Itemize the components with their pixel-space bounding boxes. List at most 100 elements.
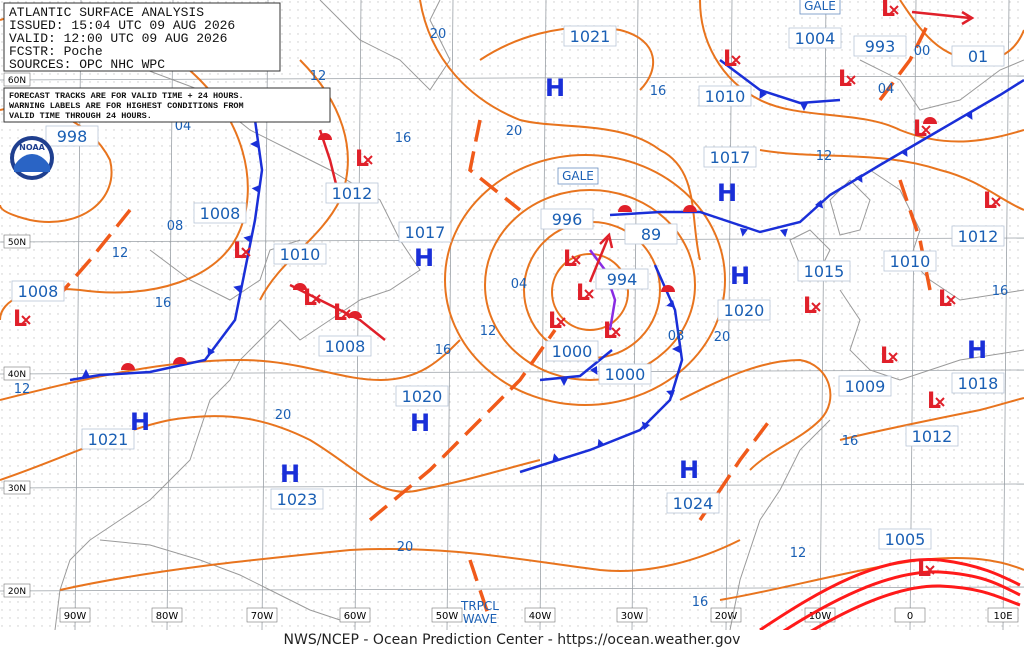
isobar-label: 20 xyxy=(714,330,731,345)
lon-label: 20W xyxy=(715,611,738,622)
cold-front-pip xyxy=(740,228,748,237)
header-line: ATLANTIC SURFACE ANALYSIS xyxy=(9,5,204,20)
low-center: L xyxy=(927,389,941,414)
lon-label-box xyxy=(894,607,926,623)
meridian xyxy=(1002,0,1010,631)
low-center: L xyxy=(303,286,317,311)
low-center: L xyxy=(548,309,562,334)
pressure-label: 1020 xyxy=(724,301,765,320)
note-line: WARNING LABELS ARE FOR HIGHEST CONDITION… xyxy=(9,101,244,111)
lon-label: 90W xyxy=(64,611,87,622)
isobar-label: 16 xyxy=(842,434,859,449)
low-center: L xyxy=(723,47,737,72)
pressure-label-box xyxy=(318,335,372,357)
low-x xyxy=(925,565,935,575)
lon-label-box xyxy=(987,607,1019,623)
pressure-label-box xyxy=(81,428,135,450)
pressure-label-box xyxy=(398,221,452,243)
pressure-label-box xyxy=(788,27,842,49)
pressure-label-box xyxy=(325,182,379,204)
lon-label-box xyxy=(431,607,463,623)
low-center: L xyxy=(563,247,577,272)
lat-label-box xyxy=(3,480,31,495)
low-center: L xyxy=(576,281,590,306)
cold-front-pip xyxy=(759,90,767,99)
low-center: L xyxy=(917,557,931,582)
pressure-label: 1017 xyxy=(710,148,751,167)
low-center: L xyxy=(838,67,852,92)
footer-bar xyxy=(0,630,1024,652)
pressure-label: 994 xyxy=(607,270,638,289)
low-x xyxy=(731,55,741,65)
high-center: H xyxy=(679,456,699,484)
pressure-label-box xyxy=(193,202,247,224)
cold-front-pip xyxy=(207,347,215,356)
lon-label-box xyxy=(246,607,278,623)
lat-label: 20N xyxy=(8,587,26,597)
low-x xyxy=(991,197,1001,207)
warm-front-pip xyxy=(683,205,697,212)
isobar-label: 12 xyxy=(790,546,807,561)
pressure-label: 1017 xyxy=(405,223,446,242)
isobar-label: 04 xyxy=(878,82,895,97)
pressure-label: 1015 xyxy=(804,262,845,281)
pressure-label: 1000 xyxy=(552,342,593,361)
pressure-label-box xyxy=(838,375,892,397)
pressure-label: 996 xyxy=(552,210,583,229)
pressure-label-box xyxy=(951,372,1005,394)
low-x xyxy=(363,155,373,165)
warm-front-pip xyxy=(318,133,332,140)
pressure-label: 1010 xyxy=(705,87,746,106)
cold-front-pip xyxy=(666,300,676,308)
warm-front-pip xyxy=(661,285,675,292)
low-x xyxy=(556,317,566,327)
low-center: L xyxy=(355,147,369,172)
pressure-label-box xyxy=(666,492,720,514)
track-arrows xyxy=(588,10,975,283)
isobar-label: 08 xyxy=(167,219,184,234)
cold-front-pip xyxy=(666,390,675,398)
cold-front-pip xyxy=(250,140,258,148)
lon-label: 80W xyxy=(156,611,179,622)
graticule: 90W 80W 70W 60W 50W 40W 30W 20W 10W 0 10E 60N 50N 40N… xyxy=(0,0,1024,631)
warm-front-pip xyxy=(923,117,937,124)
noaa-logo: NOAA xyxy=(10,136,54,180)
low-x xyxy=(946,295,956,305)
high-center: H xyxy=(130,408,150,436)
note-line: FORECAST TRACKS ARE FOR VALID TIME + 24 … xyxy=(9,91,244,101)
high-center: H xyxy=(967,336,987,364)
lon-label: 10E xyxy=(993,611,1012,622)
isobar-label: 04 xyxy=(511,277,528,292)
note-box xyxy=(3,87,331,123)
high-center: H xyxy=(545,74,565,102)
cold-front-pip xyxy=(251,185,260,193)
isobar-label: 04 xyxy=(175,119,192,134)
isobar-label: 20 xyxy=(275,408,292,423)
warm-front-pip xyxy=(293,283,307,290)
lon-label-box xyxy=(151,607,183,623)
low-x xyxy=(584,289,594,299)
tropical-wave-label: TRPCL xyxy=(460,599,499,613)
warm-front-pip xyxy=(618,205,632,212)
front xyxy=(539,349,613,382)
footer: NWS/NCEP - Ocean Prediction Center - htt… xyxy=(284,632,741,648)
parallel xyxy=(0,586,1024,592)
header-box xyxy=(3,2,281,72)
lon-label: 70W xyxy=(251,611,274,622)
cold-front-pip xyxy=(560,378,568,386)
isobar-label: 20 xyxy=(430,27,447,42)
fronts xyxy=(69,59,1024,474)
warning-box xyxy=(557,167,599,185)
low-center: L xyxy=(913,117,927,142)
warm-front-pip xyxy=(173,357,187,364)
low-center: L xyxy=(938,287,952,312)
isobar-label: 12 xyxy=(310,69,327,84)
parallel xyxy=(0,237,1024,243)
lon-label: 30W xyxy=(621,611,644,622)
low-center: L xyxy=(603,319,617,344)
pressure-label: 1023 xyxy=(277,490,318,509)
pressure-label-box xyxy=(951,225,1005,247)
pressure-label: 89 xyxy=(641,225,661,244)
cold-front-pip xyxy=(855,174,863,183)
